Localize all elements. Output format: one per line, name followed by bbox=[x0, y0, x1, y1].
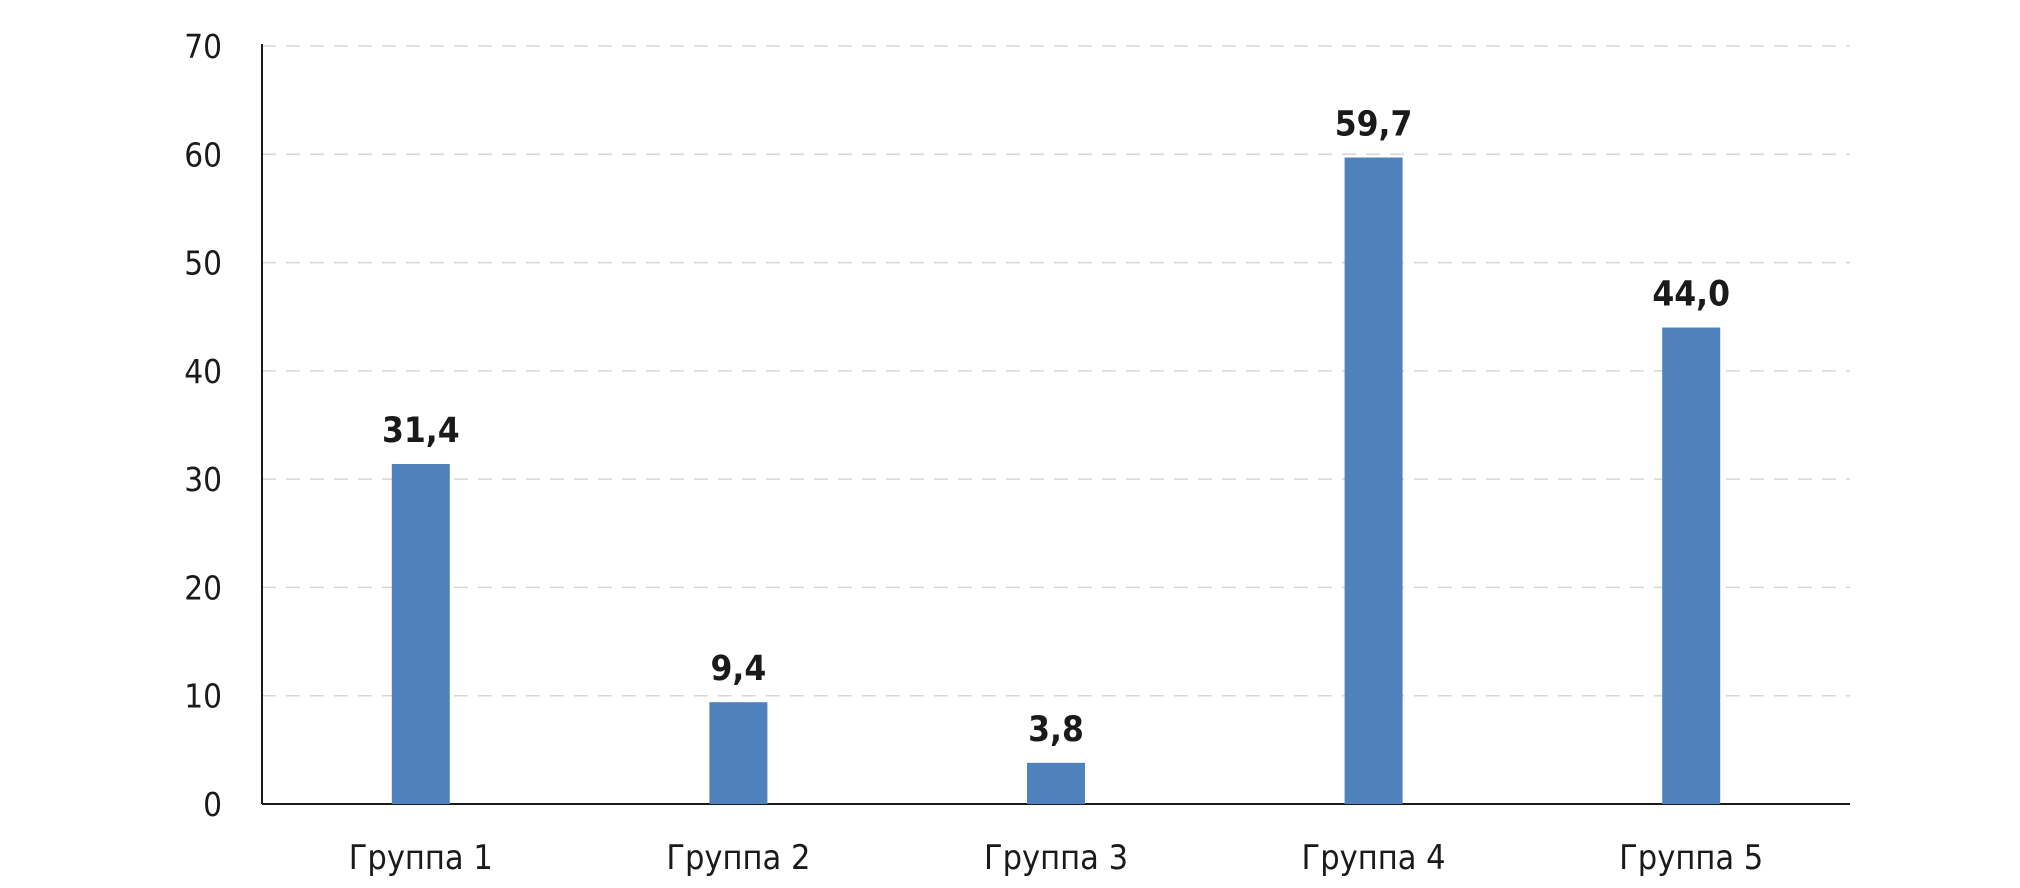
data-label: 59,7 bbox=[1335, 105, 1413, 145]
y-tick-label: 40 bbox=[184, 352, 222, 391]
y-tick-label: 20 bbox=[184, 568, 222, 607]
y-tick-label: 30 bbox=[184, 460, 222, 499]
x-axis-categories: Группа 1 Группа 2 Группа 3 Группа 4 Группа 5 bbox=[349, 838, 1764, 878]
bar bbox=[1027, 762, 1085, 804]
data-label: 44,0 bbox=[1652, 275, 1730, 315]
y-axis-ticks: 0 10 20 30 40 50 60 70 bbox=[184, 27, 222, 824]
bar bbox=[1344, 157, 1403, 804]
bar bbox=[391, 463, 450, 804]
data-label: 3,8 bbox=[1028, 710, 1084, 750]
x-category-label: Группа 2 bbox=[666, 838, 810, 878]
x-category-label: Группа 3 bbox=[984, 838, 1128, 878]
x-category-label: Группа 1 bbox=[349, 838, 493, 878]
data-label: 9,4 bbox=[711, 649, 767, 689]
x-category-label: Группа 4 bbox=[1302, 838, 1446, 878]
y-tick-label: 10 bbox=[184, 677, 222, 716]
gridlines bbox=[262, 45, 1850, 697]
y-tick-label: 70 bbox=[184, 27, 222, 66]
data-labels: 31,4 9,4 3,8 59,7 44,0 bbox=[382, 105, 1730, 750]
x-category-label: Группа 5 bbox=[1619, 838, 1763, 878]
y-tick-label: 0 bbox=[203, 785, 222, 824]
y-tick-label: 60 bbox=[184, 135, 222, 174]
bar bbox=[1662, 327, 1721, 804]
bar bbox=[709, 702, 768, 804]
bars bbox=[391, 157, 1721, 804]
y-tick-label: 50 bbox=[184, 244, 222, 283]
data-label: 31,4 bbox=[382, 411, 460, 451]
